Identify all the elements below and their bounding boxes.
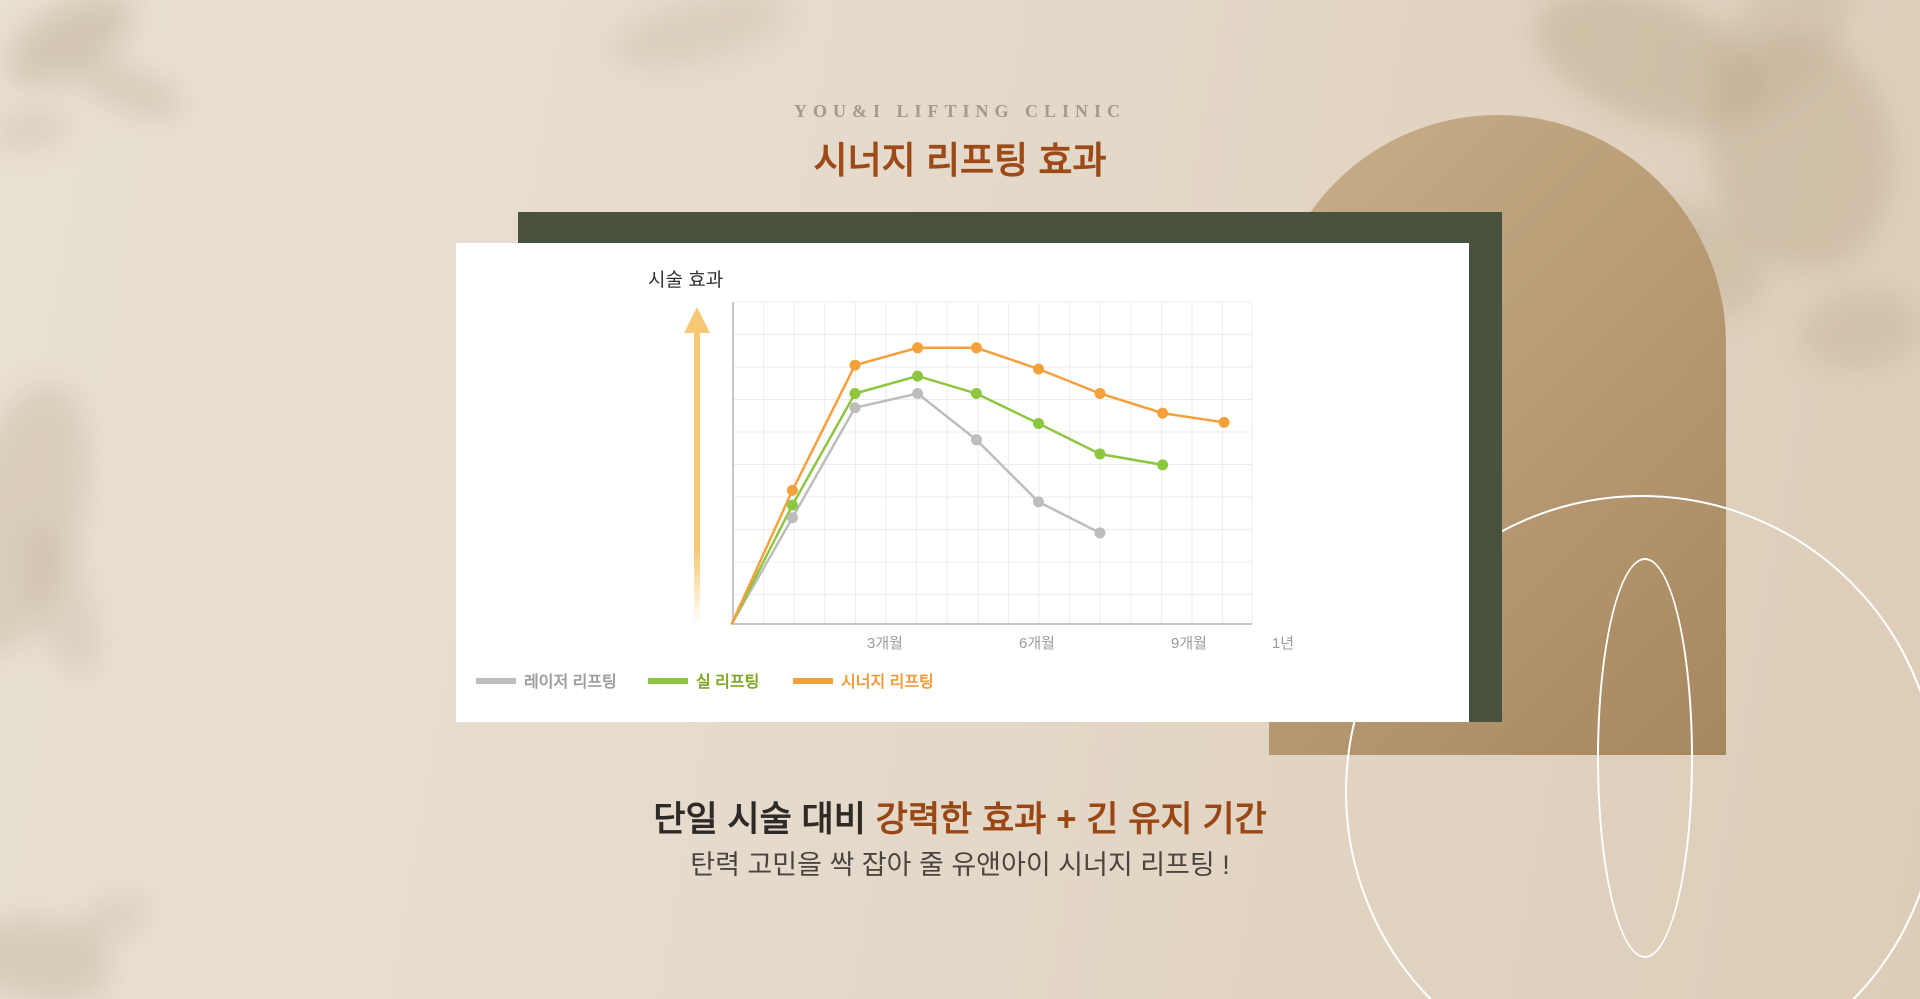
svg-text:시너지 리프팅: 시너지 리프팅 — [841, 673, 934, 691]
svg-text:실 리프팅: 실 리프팅 — [696, 673, 759, 691]
svg-text:레이저 리프팅: 레이저 리프팅 — [524, 673, 617, 691]
svg-text:6개월: 6개월 — [1019, 635, 1055, 652]
svg-text:9개월: 9개월 — [1171, 635, 1207, 652]
svg-text:3개월: 3개월 — [867, 635, 903, 652]
svg-text:1년: 1년 — [1272, 635, 1294, 652]
